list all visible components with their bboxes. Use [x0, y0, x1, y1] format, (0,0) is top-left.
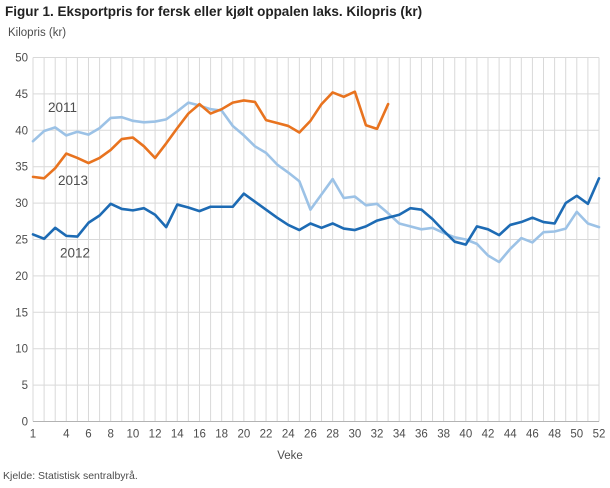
- y-axis-unit-label: Kilopris (kr): [8, 27, 67, 39]
- x-tick-label: 18: [215, 429, 228, 441]
- y-tick-label: 35: [15, 162, 28, 174]
- chart-title: Figur 1. Eksportpris for fersk eller kjø…: [5, 4, 423, 19]
- series-label-2012: 2012: [60, 246, 90, 261]
- x-tick-label: 1: [30, 429, 36, 441]
- x-tick-label: 42: [482, 429, 495, 441]
- x-tick-label: 16: [193, 429, 206, 441]
- y-tick-label: 5: [22, 380, 28, 392]
- y-tick-label: 20: [15, 271, 28, 283]
- x-tick-label: 34: [393, 429, 406, 441]
- x-tick-label: 24: [282, 429, 295, 441]
- x-tick-label: 40: [459, 429, 472, 441]
- x-tick-label: 20: [237, 429, 250, 441]
- x-tick-label: 22: [260, 429, 273, 441]
- y-tick-label: 30: [15, 198, 28, 210]
- x-tick-label: 38: [437, 429, 450, 441]
- x-tick-label: 48: [548, 429, 561, 441]
- x-tick-label: 14: [171, 429, 184, 441]
- x-tick-label: 32: [371, 429, 384, 441]
- y-tick-label: 0: [22, 417, 28, 429]
- y-tick-label: 40: [15, 125, 28, 137]
- y-tick-label: 45: [15, 89, 28, 101]
- x-axis-title: Veke: [277, 450, 303, 462]
- y-tick-label: 25: [15, 235, 28, 247]
- x-tick-label: 26: [304, 429, 317, 441]
- y-tick-label: 10: [15, 344, 28, 356]
- series-label-2011: 2011: [48, 100, 77, 115]
- series-line-2013: [31, 90, 390, 180]
- x-tick-label: 12: [149, 429, 162, 441]
- source-note: Kjelde: Statistisk sentralbyrå.: [3, 470, 138, 482]
- x-tick-label: 46: [526, 429, 539, 441]
- x-tick-label: 36: [415, 429, 428, 441]
- x-tick-label: 10: [126, 429, 139, 441]
- series-label-2013: 2013: [58, 173, 88, 188]
- x-tick-label: 6: [85, 429, 91, 441]
- x-tick-label: 30: [348, 429, 361, 441]
- series-line-2012: [31, 177, 601, 246]
- x-tick-label: 52: [593, 429, 606, 441]
- x-tick-label: 4: [63, 429, 70, 441]
- y-tick-label: 15: [15, 307, 28, 319]
- y-tick-label: 50: [15, 53, 28, 65]
- series-line-2011: [31, 101, 601, 264]
- x-tick-label: 50: [570, 429, 583, 441]
- x-tick-label: 44: [504, 429, 517, 441]
- x-tick-label: 8: [107, 429, 113, 441]
- x-tick-label: 28: [326, 429, 339, 441]
